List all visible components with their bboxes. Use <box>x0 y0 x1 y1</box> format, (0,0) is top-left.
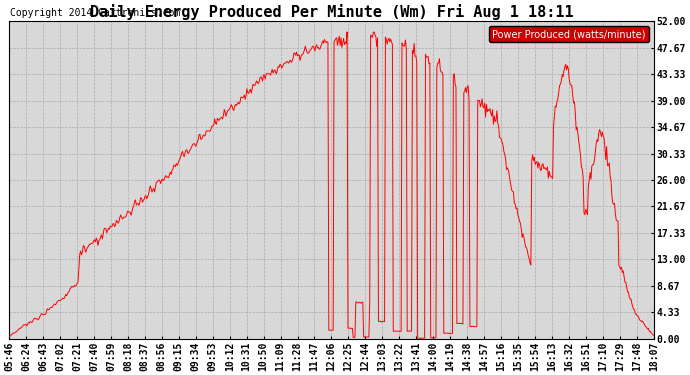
Title: Daily Energy Produced Per Minute (Wm) Fri Aug 1 18:11: Daily Energy Produced Per Minute (Wm) Fr… <box>90 4 573 20</box>
Legend: Power Produced (watts/minute): Power Produced (watts/minute) <box>489 26 649 42</box>
Text: Copyright 2014 Cartronics.com: Copyright 2014 Cartronics.com <box>10 8 180 18</box>
